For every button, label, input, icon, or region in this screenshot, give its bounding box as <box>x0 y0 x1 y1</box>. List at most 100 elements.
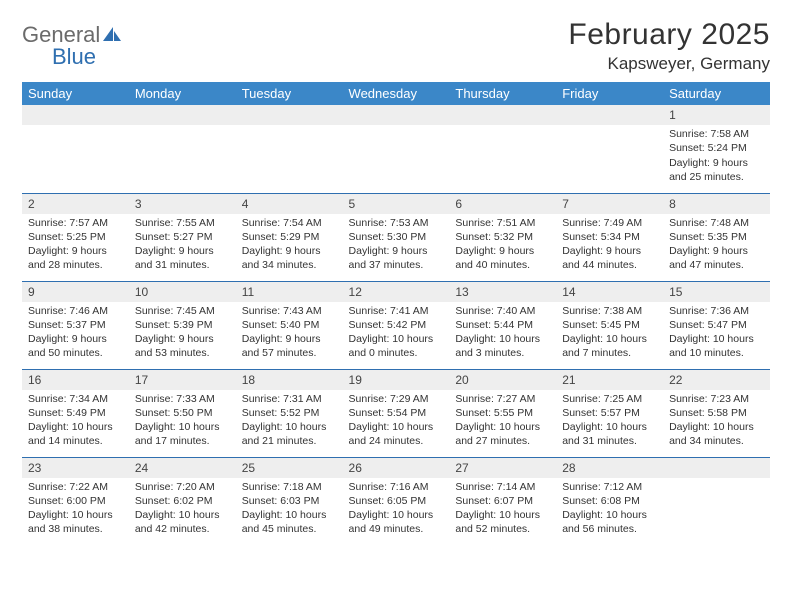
day-number <box>22 105 129 125</box>
daylight-text: Daylight: 10 hours and 3 minutes. <box>455 332 550 360</box>
day-number: 4 <box>236 194 343 214</box>
sunset-text: Sunset: 5:49 PM <box>28 406 123 420</box>
calendar-week-row: 9Sunrise: 7:46 AMSunset: 5:37 PMDaylight… <box>22 281 770 369</box>
title-block: February 2025 Kapsweyer, Germany <box>568 18 770 74</box>
day-details: Sunrise: 7:38 AMSunset: 5:45 PMDaylight:… <box>556 302 663 365</box>
sunrise-text: Sunrise: 7:36 AM <box>669 304 764 318</box>
day-number: 18 <box>236 370 343 390</box>
day-number: 24 <box>129 458 236 478</box>
daylight-text: Daylight: 10 hours and 49 minutes. <box>349 508 444 536</box>
day-number: 19 <box>343 370 450 390</box>
day-details: Sunrise: 7:43 AMSunset: 5:40 PMDaylight:… <box>236 302 343 365</box>
sunset-text: Sunset: 5:52 PM <box>242 406 337 420</box>
daylight-text: Daylight: 10 hours and 42 minutes. <box>135 508 230 536</box>
calendar-cell: 13Sunrise: 7:40 AMSunset: 5:44 PMDayligh… <box>449 281 556 369</box>
calendar-table: Sunday Monday Tuesday Wednesday Thursday… <box>22 82 770 545</box>
calendar-cell: 16Sunrise: 7:34 AMSunset: 5:49 PMDayligh… <box>22 369 129 457</box>
daylight-text: Daylight: 9 hours and 50 minutes. <box>28 332 123 360</box>
daylight-text: Daylight: 9 hours and 28 minutes. <box>28 244 123 272</box>
calendar-cell: 5Sunrise: 7:53 AMSunset: 5:30 PMDaylight… <box>343 193 450 281</box>
weekday-header: Sunday <box>22 82 129 105</box>
calendar-week-row: 1Sunrise: 7:58 AMSunset: 5:24 PMDaylight… <box>22 105 770 193</box>
calendar-cell <box>236 105 343 193</box>
calendar-cell: 25Sunrise: 7:18 AMSunset: 6:03 PMDayligh… <box>236 457 343 545</box>
sunset-text: Sunset: 5:29 PM <box>242 230 337 244</box>
day-details: Sunrise: 7:14 AMSunset: 6:07 PMDaylight:… <box>449 478 556 541</box>
day-details: Sunrise: 7:33 AMSunset: 5:50 PMDaylight:… <box>129 390 236 453</box>
day-details: Sunrise: 7:48 AMSunset: 5:35 PMDaylight:… <box>663 214 770 277</box>
sunrise-text: Sunrise: 7:25 AM <box>562 392 657 406</box>
day-number: 21 <box>556 370 663 390</box>
day-details: Sunrise: 7:20 AMSunset: 6:02 PMDaylight:… <box>129 478 236 541</box>
day-details: Sunrise: 7:25 AMSunset: 5:57 PMDaylight:… <box>556 390 663 453</box>
sunset-text: Sunset: 6:02 PM <box>135 494 230 508</box>
calendar-cell: 24Sunrise: 7:20 AMSunset: 6:02 PMDayligh… <box>129 457 236 545</box>
daylight-text: Daylight: 10 hours and 7 minutes. <box>562 332 657 360</box>
weekday-header: Tuesday <box>236 82 343 105</box>
calendar-cell: 9Sunrise: 7:46 AMSunset: 5:37 PMDaylight… <box>22 281 129 369</box>
sunset-text: Sunset: 5:30 PM <box>349 230 444 244</box>
daylight-text: Daylight: 10 hours and 38 minutes. <box>28 508 123 536</box>
day-number: 20 <box>449 370 556 390</box>
day-details: Sunrise: 7:49 AMSunset: 5:34 PMDaylight:… <box>556 214 663 277</box>
sunset-text: Sunset: 5:27 PM <box>135 230 230 244</box>
day-number: 28 <box>556 458 663 478</box>
calendar-cell <box>556 105 663 193</box>
day-number: 15 <box>663 282 770 302</box>
calendar-cell <box>343 105 450 193</box>
day-number <box>343 105 450 125</box>
sunrise-text: Sunrise: 7:40 AM <box>455 304 550 318</box>
day-details: Sunrise: 7:34 AMSunset: 5:49 PMDaylight:… <box>22 390 129 453</box>
sunrise-text: Sunrise: 7:29 AM <box>349 392 444 406</box>
day-details: Sunrise: 7:22 AMSunset: 6:00 PMDaylight:… <box>22 478 129 541</box>
day-details: Sunrise: 7:16 AMSunset: 6:05 PMDaylight:… <box>343 478 450 541</box>
weekday-header: Monday <box>129 82 236 105</box>
calendar-week-row: 2Sunrise: 7:57 AMSunset: 5:25 PMDaylight… <box>22 193 770 281</box>
day-details: Sunrise: 7:45 AMSunset: 5:39 PMDaylight:… <box>129 302 236 365</box>
sunset-text: Sunset: 5:40 PM <box>242 318 337 332</box>
day-details: Sunrise: 7:55 AMSunset: 5:27 PMDaylight:… <box>129 214 236 277</box>
calendar-cell <box>663 457 770 545</box>
sunrise-text: Sunrise: 7:41 AM <box>349 304 444 318</box>
sunset-text: Sunset: 5:25 PM <box>28 230 123 244</box>
calendar-cell: 12Sunrise: 7:41 AMSunset: 5:42 PMDayligh… <box>343 281 450 369</box>
sunrise-text: Sunrise: 7:34 AM <box>28 392 123 406</box>
sunrise-text: Sunrise: 7:43 AM <box>242 304 337 318</box>
calendar-cell: 28Sunrise: 7:12 AMSunset: 6:08 PMDayligh… <box>556 457 663 545</box>
sunrise-text: Sunrise: 7:31 AM <box>242 392 337 406</box>
day-details: Sunrise: 7:36 AMSunset: 5:47 PMDaylight:… <box>663 302 770 365</box>
day-number <box>663 458 770 478</box>
calendar-cell: 2Sunrise: 7:57 AMSunset: 5:25 PMDaylight… <box>22 193 129 281</box>
day-details: Sunrise: 7:29 AMSunset: 5:54 PMDaylight:… <box>343 390 450 453</box>
sunrise-text: Sunrise: 7:14 AM <box>455 480 550 494</box>
sunset-text: Sunset: 5:42 PM <box>349 318 444 332</box>
day-number: 11 <box>236 282 343 302</box>
day-number: 25 <box>236 458 343 478</box>
day-number <box>236 105 343 125</box>
calendar-cell: 26Sunrise: 7:16 AMSunset: 6:05 PMDayligh… <box>343 457 450 545</box>
sunset-text: Sunset: 6:05 PM <box>349 494 444 508</box>
day-details: Sunrise: 7:57 AMSunset: 5:25 PMDaylight:… <box>22 214 129 277</box>
sunrise-text: Sunrise: 7:45 AM <box>135 304 230 318</box>
calendar-cell: 19Sunrise: 7:29 AMSunset: 5:54 PMDayligh… <box>343 369 450 457</box>
daylight-text: Daylight: 10 hours and 34 minutes. <box>669 420 764 448</box>
day-number: 22 <box>663 370 770 390</box>
daylight-text: Daylight: 9 hours and 57 minutes. <box>242 332 337 360</box>
day-number: 9 <box>22 282 129 302</box>
weekday-header: Thursday <box>449 82 556 105</box>
weekday-header: Saturday <box>663 82 770 105</box>
day-details: Sunrise: 7:54 AMSunset: 5:29 PMDaylight:… <box>236 214 343 277</box>
day-details: Sunrise: 7:27 AMSunset: 5:55 PMDaylight:… <box>449 390 556 453</box>
calendar-cell: 15Sunrise: 7:36 AMSunset: 5:47 PMDayligh… <box>663 281 770 369</box>
day-number: 7 <box>556 194 663 214</box>
calendar-cell: 18Sunrise: 7:31 AMSunset: 5:52 PMDayligh… <box>236 369 343 457</box>
sunrise-text: Sunrise: 7:23 AM <box>669 392 764 406</box>
day-number: 3 <box>129 194 236 214</box>
day-number: 17 <box>129 370 236 390</box>
day-number: 6 <box>449 194 556 214</box>
day-details: Sunrise: 7:23 AMSunset: 5:58 PMDaylight:… <box>663 390 770 453</box>
daylight-text: Daylight: 10 hours and 31 minutes. <box>562 420 657 448</box>
calendar-cell: 8Sunrise: 7:48 AMSunset: 5:35 PMDaylight… <box>663 193 770 281</box>
day-number: 10 <box>129 282 236 302</box>
calendar-cell: 4Sunrise: 7:54 AMSunset: 5:29 PMDaylight… <box>236 193 343 281</box>
